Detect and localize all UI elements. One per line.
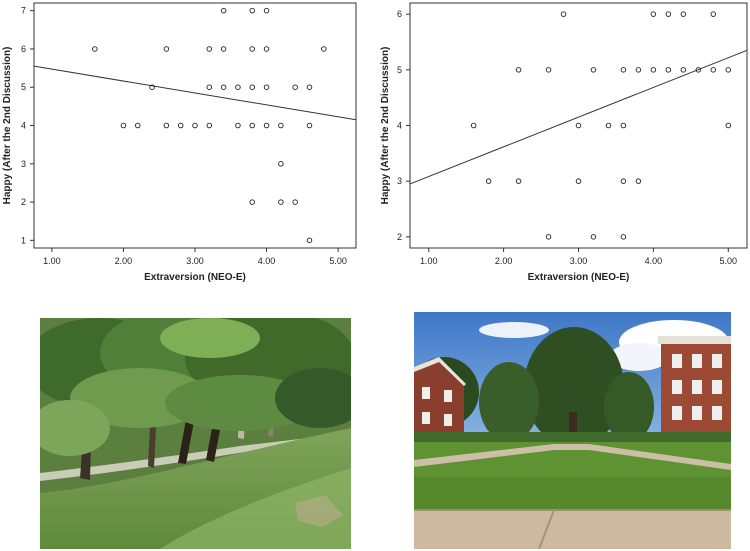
right-data-point [575,122,582,129]
right-x-tick-label: 1.00 [420,256,438,266]
right-data-point [620,67,627,73]
left-data-point [249,122,255,129]
left-data-point [292,84,298,90]
left-data-point [278,199,284,205]
left-data-point [235,122,241,129]
right-data-point [695,67,702,73]
right-y-tick-label: 3 [397,176,402,186]
campus-lawn-photo [414,312,731,549]
right-plot-frame [409,2,748,249]
scatter-chart-right: 1.00 2.00 3.00 4.00 5.00 2 3 4 5 6 Extraversion (N… [378,0,750,290]
left-y-axis-label: Happy (After the 2nd Discussion) [2,47,13,205]
right-data-point [635,178,642,184]
left-y-tick-label: 1 [21,235,26,245]
right-data-point [620,178,627,184]
park-trees-photo [40,318,351,549]
right-x-tick-label: 4.00 [645,256,663,266]
right-data-point [635,67,642,73]
right-y-axis-label: Happy (After the 2nd Discussion) [380,47,391,205]
right-data-point [545,67,552,73]
left-data-point [192,122,198,129]
right-data-point [710,11,717,17]
left-data-point [135,122,141,129]
left-x-tick-label: 4.00 [258,256,276,266]
right-y-tick-label: 2 [397,232,402,242]
right-y-tick-label: 6 [397,9,402,19]
scatter-plot-left: 1.00 2.00 3.00 4.00 5.00 1 2 3 4 5 6 7 Extraversion … [2,2,357,283]
right-data-point [620,122,627,129]
left-y-tick-label: 5 [21,82,26,92]
left-x-tick-label: 1.00 [43,256,61,266]
left-data-point [263,7,270,14]
left-y-tick-label: 6 [21,44,26,54]
right-data-point [665,11,672,17]
left-plot-frame [33,2,357,249]
left-data-point [306,237,313,244]
right-data-point [725,122,732,129]
right-x-tick-label: 5.00 [720,256,738,266]
left-data-point [306,122,313,129]
right-data-point [650,11,657,17]
right-y-tick-label: 5 [397,65,402,75]
right-data-point [485,178,492,184]
right-x-tick-label: 2.00 [495,256,513,266]
right-data-point [575,178,582,184]
left-y-tick-label: 7 [21,6,26,16]
right-fit-line [409,49,748,185]
left-data-point [220,46,227,52]
left-x-tick-label: 5.00 [329,256,347,266]
left-data-point [220,84,227,90]
left-data-point [163,122,170,129]
left-y-tick-label: 3 [21,159,26,169]
right-data-point [725,67,732,73]
left-y-tick-label: 4 [21,121,26,131]
right-y-tick-label: 4 [397,121,402,131]
right-data-point [680,11,687,17]
left-data-point [278,122,284,129]
right-data-point [515,67,522,73]
left-data-point [263,84,270,90]
left-data-point [278,161,284,167]
left-data-point [249,46,255,52]
right-data-point [560,11,567,17]
left-data-point [263,122,270,129]
right-data-point [680,67,687,73]
left-x-tick-label: 3.00 [186,256,204,266]
right-data-point [605,122,612,129]
left-data-point [92,46,98,52]
left-data-point [120,122,127,129]
right-data-point [665,67,672,73]
scatter-chart-left: 1.00 2.00 3.00 4.00 5.00 1 2 3 4 5 6 7 Extraversion … [0,0,360,290]
left-data-point [292,199,298,205]
right-data-point [545,234,552,240]
right-data-point [470,122,477,129]
left-data-point [306,84,313,90]
left-data-point [149,84,155,90]
left-fit-line [33,65,357,121]
left-data-point [206,122,213,129]
left-data-point [206,84,213,90]
scatter-plot-right: 1.00 2.00 3.00 4.00 5.00 2 3 4 5 6 Extraversion (N… [380,2,748,283]
right-x-tick-label: 3.00 [570,256,588,266]
right-data-point [710,67,717,73]
left-data-point [177,122,184,129]
left-data-point [235,84,241,90]
right-x-axis-label: Extraversion (NEO-E) [528,272,630,283]
right-data-point [650,67,657,73]
left-data-point [249,84,255,90]
left-data-point [249,199,255,205]
right-data-point [590,67,597,73]
left-data-point [220,7,227,14]
right-data-point [620,234,627,240]
left-data-point [206,46,213,52]
left-x-axis-label: Extraversion (NEO-E) [144,272,246,283]
right-data-point [590,234,597,240]
left-data-point [263,46,270,52]
right-data-point [515,178,522,184]
left-data-point [321,46,327,52]
left-data-point [163,46,170,52]
left-y-tick-label: 2 [21,197,26,207]
left-x-tick-label: 2.00 [115,256,133,266]
left-data-point [249,7,255,14]
